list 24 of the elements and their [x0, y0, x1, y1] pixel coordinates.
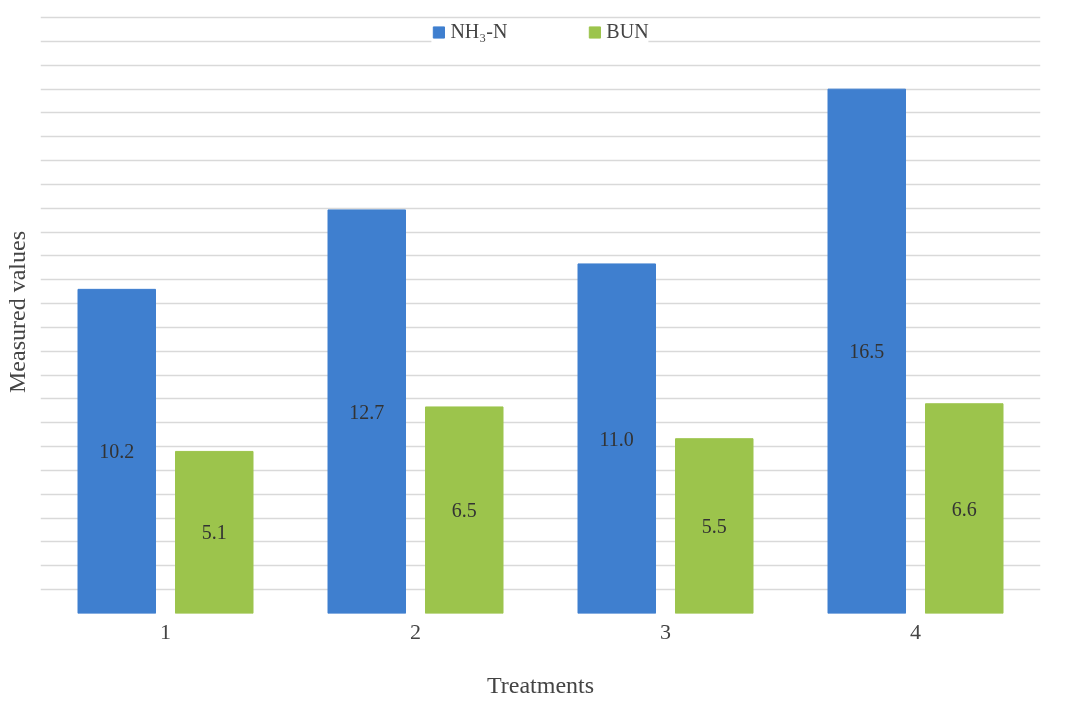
legend-label: BUN	[606, 20, 649, 43]
bar	[77, 288, 156, 614]
y-axis-title: Measured values	[3, 231, 30, 393]
x-tick-label: 1	[160, 618, 171, 644]
bar	[675, 438, 754, 614]
bar	[925, 403, 1004, 614]
bar	[327, 209, 406, 614]
data-label: 6.6	[951, 497, 977, 520]
data-label: 10.2	[99, 440, 135, 463]
x-tick-label: 4	[910, 618, 921, 644]
bar	[827, 88, 906, 614]
data-label: 16.5	[849, 340, 885, 363]
bar	[577, 263, 656, 614]
bar	[175, 450, 254, 614]
data-label: 5.1	[201, 521, 227, 544]
bar	[425, 406, 504, 614]
data-label: 11.0	[599, 427, 634, 450]
x-axis-title: Treatments	[486, 671, 595, 698]
data-label: 6.5	[451, 499, 477, 522]
data-label: 5.5	[701, 515, 727, 538]
data-label: 12.7	[349, 400, 385, 423]
legend-label: NH₃-N	[450, 20, 508, 43]
x-tick-label: 2	[410, 618, 421, 644]
x-tick-label: 3	[660, 618, 671, 644]
